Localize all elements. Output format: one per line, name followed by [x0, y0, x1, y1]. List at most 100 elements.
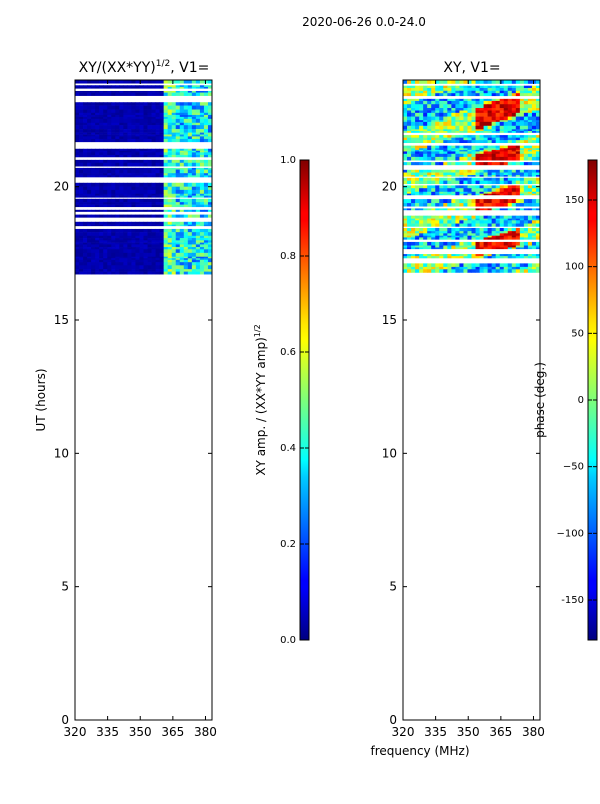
heatmap-cell: [187, 85, 193, 88]
heatmap-cell: [431, 85, 436, 89]
heatmap-cell: [175, 136, 181, 140]
amplitude-x-tick-label: 380: [194, 725, 217, 739]
heatmap-cell: [147, 175, 152, 178]
heatmap-cell: [535, 140, 540, 144]
heatmap-cell: [135, 102, 140, 106]
heatmap-cell: [111, 249, 116, 254]
heatmap-cell: [455, 266, 460, 270]
heatmap-cell: [191, 186, 197, 191]
heatmap-cell: [199, 152, 205, 156]
heatmap-cell: [155, 105, 161, 110]
heatmap-cell: [479, 93, 484, 97]
heatmap-cell: [443, 145, 448, 149]
heatmap-cell: [499, 185, 505, 189]
heatmap-cell: [123, 247, 128, 250]
heatmap-cell: [143, 112, 148, 116]
heatmap-cell: [131, 252, 136, 258]
heatmap-cell: [495, 191, 501, 194]
heatmap-cell: [423, 148, 428, 151]
heatmap-cell: [175, 134, 181, 137]
heatmap-cell: [79, 259, 84, 263]
heatmap-cell: [199, 235, 205, 239]
heatmap-cell: [139, 249, 144, 254]
heatmap-cell: [463, 140, 468, 144]
heatmap-cell: [183, 242, 189, 245]
heatmap-cell: [467, 237, 472, 240]
heatmap-cell: [163, 136, 169, 140]
heatmap-cell: [439, 218, 444, 221]
heatmap-cell: [123, 125, 128, 130]
heatmap-cell: [123, 214, 128, 218]
heatmap-cell: [443, 100, 448, 105]
heatmap-cell: [427, 231, 432, 234]
heatmap-cell: [175, 109, 181, 114]
heatmap-cell: [527, 254, 533, 257]
heatmap-cell: [155, 132, 161, 135]
heatmap-cell: [403, 148, 408, 151]
heatmap-cell: [451, 108, 456, 111]
heatmap-cell: [107, 116, 112, 120]
heatmap-cell: [75, 114, 80, 118]
heatmap-cell: [111, 122, 116, 126]
heatmap-cell: [75, 148, 80, 152]
heatmap-cell: [95, 258, 100, 261]
heatmap-cell: [439, 149, 444, 152]
heatmap-cell: [503, 145, 509, 149]
heatmap-cell: [459, 247, 464, 250]
heatmap-cell: [191, 228, 197, 233]
heatmap-cell: [403, 135, 408, 138]
heatmap-cell: [99, 152, 104, 156]
heatmap-cell: [207, 167, 212, 170]
heatmap-cell: [163, 132, 169, 135]
heatmap-gap-row: [75, 207, 212, 210]
heatmap-cell: [451, 104, 456, 109]
heatmap-cell: [411, 104, 416, 109]
heatmap-cell: [123, 105, 128, 110]
heatmap-cell: [439, 233, 444, 236]
heatmap-cell: [171, 105, 177, 110]
heatmap-cell: [123, 159, 128, 164]
heatmap-cell: [131, 198, 136, 203]
heatmap-cell: [463, 135, 468, 138]
heatmap-cell: [415, 110, 420, 114]
heatmap-cell: [411, 227, 416, 232]
heatmap-cell: [119, 265, 124, 270]
heatmap-cell: [175, 249, 181, 254]
heatmap-cell: [99, 132, 104, 135]
heatmap-cell: [423, 88, 428, 92]
heatmap-cell: [455, 104, 460, 109]
heatmap-cell: [155, 112, 161, 116]
heatmap-cell: [531, 85, 537, 89]
heatmap-cell: [159, 138, 165, 143]
heatmap-cell: [123, 148, 128, 152]
heatmap-cell: [107, 193, 112, 196]
heatmap-cell: [431, 233, 436, 236]
heatmap-cell: [111, 235, 116, 239]
heatmap-cell: [179, 136, 185, 140]
heatmap-cell: [91, 154, 96, 158]
heatmap-cell: [515, 151, 521, 155]
heatmap-cell: [199, 173, 205, 176]
heatmap-cell: [167, 105, 173, 110]
heatmap-cell: [103, 265, 108, 270]
heatmap-cell: [183, 159, 189, 164]
heatmap-cell: [99, 122, 104, 126]
heatmap-cell: [483, 110, 489, 114]
heatmap-cell: [483, 116, 489, 121]
heatmap-cell: [179, 175, 185, 178]
heatmap-cell: [99, 202, 104, 205]
heatmap-cell: [111, 109, 116, 114]
heatmap-cell: [115, 114, 120, 118]
heatmap-cell: [463, 156, 468, 161]
heatmap-cell: [407, 137, 412, 141]
heatmap-cell: [535, 169, 540, 173]
heatmap-cell: [467, 135, 472, 138]
heatmap-cell: [167, 247, 173, 250]
heatmap-cell: [199, 134, 205, 137]
heatmap-cell: [479, 180, 484, 185]
heatmap-cell: [95, 136, 100, 140]
heatmap-cell: [87, 169, 92, 174]
heatmap-cell: [451, 120, 456, 123]
heatmap-cell: [471, 148, 476, 151]
heatmap-cell: [431, 148, 436, 151]
